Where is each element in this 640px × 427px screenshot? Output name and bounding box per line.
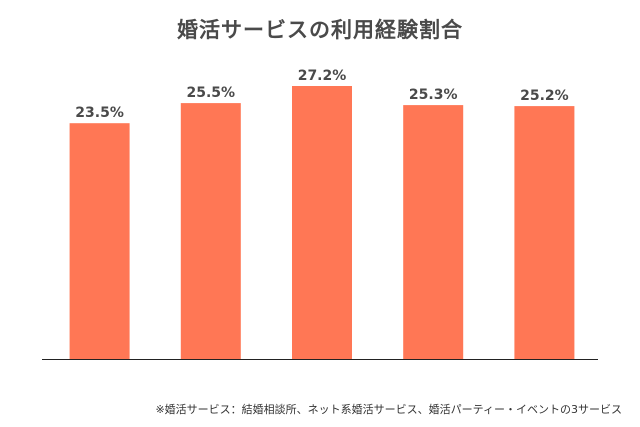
bar-4 — [403, 105, 464, 359]
data-label-4: 25.3% — [409, 87, 458, 103]
bars-layer — [69, 86, 575, 359]
chart-title: 婚活サービスの利用経験割合 — [177, 18, 463, 42]
data-labels-layer: 23.5% 25.5% 27.2% 25.3% 25.2% — [75, 68, 568, 121]
data-label-3: 27.2% — [298, 68, 347, 84]
footnote: ※婚活サービス：結婚相談所、ネット系婚活サービス、婚活パーティー・イベントの3サ… — [155, 403, 622, 416]
data-label-2: 25.5% — [187, 85, 236, 101]
bar-1 — [69, 123, 130, 359]
data-label-5: 25.2% — [520, 88, 569, 104]
bar-5 — [514, 106, 575, 359]
data-label-1: 23.5% — [75, 105, 124, 121]
bar-2 — [180, 103, 241, 359]
bar-3 — [292, 86, 352, 359]
